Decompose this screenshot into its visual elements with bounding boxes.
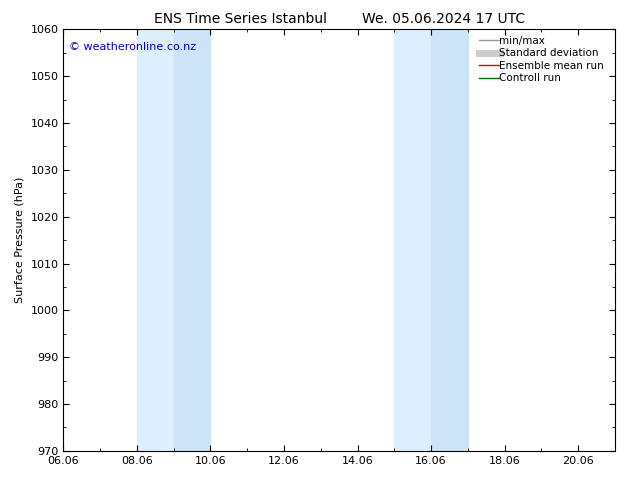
Bar <box>394 29 431 451</box>
Text: ENS Time Series Istanbul: ENS Time Series Istanbul <box>155 12 327 26</box>
Y-axis label: Surface Pressure (hPa): Surface Pressure (hPa) <box>15 177 25 303</box>
Bar <box>174 29 210 451</box>
Legend: min/max, Standard deviation, Ensemble mean run, Controll run: min/max, Standard deviation, Ensemble me… <box>476 32 612 87</box>
Text: We. 05.06.2024 17 UTC: We. 05.06.2024 17 UTC <box>362 12 526 26</box>
Bar <box>431 29 468 451</box>
Bar <box>137 29 174 451</box>
Text: © weatheronline.co.nz: © weatheronline.co.nz <box>69 42 196 52</box>
